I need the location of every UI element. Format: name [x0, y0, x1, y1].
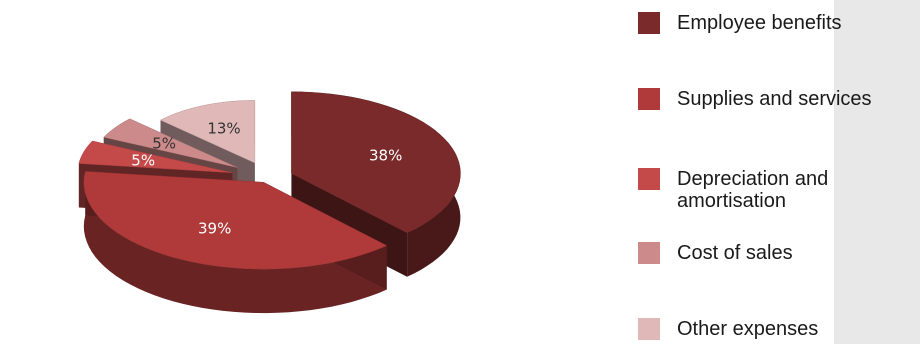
legend-item-depreciation-and-amortisation: Depreciation and amortisation	[638, 168, 877, 212]
legend-swatch	[638, 242, 660, 264]
pie-chart: 13% 5% 38% 5% 39%	[78, 91, 461, 314]
legend-item-supplies-and-services: Supplies and services	[638, 88, 907, 110]
legend-label: Employee benefits	[677, 12, 842, 34]
pie-slice-supplies-and-services	[83, 171, 388, 314]
legend-swatch	[638, 168, 660, 190]
pie-slice-side	[83, 171, 387, 314]
legend-swatch	[638, 88, 660, 110]
legend-label: Depreciation and amortisation	[677, 168, 829, 212]
data-label-depreciation-and-amortisation: 5%	[131, 151, 155, 169]
legend-item-other-expenses: Other expenses	[638, 318, 907, 340]
pie-slice-top	[78, 140, 233, 174]
legend-swatch	[638, 12, 660, 34]
pie-slice-top	[159, 100, 256, 164]
pie-slice-employee-benefits	[291, 91, 461, 277]
legend-label: Other expenses	[677, 318, 819, 340]
data-label-cost-of-sales: 5%	[152, 135, 176, 153]
data-label-supplies-and-services: 39%	[198, 220, 231, 238]
pie-slice-top	[83, 171, 388, 270]
pie-slice-top	[103, 118, 238, 168]
labels-group: 13% 5% 38% 5% 39%	[131, 119, 402, 237]
legend-item-cost-of-sales: Cost of sales	[638, 242, 907, 264]
legend-label: Cost of sales	[677, 242, 793, 264]
data-label-employee-benefits: 38%	[369, 146, 402, 164]
legend-item-employee-benefits: Employee benefits	[638, 12, 907, 34]
data-label-other-expenses: 13%	[207, 119, 240, 137]
background-strip	[834, 0, 920, 344]
pie-slice-top	[291, 91, 461, 234]
slices-group	[78, 91, 461, 314]
legend: Employee benefits Supplies and services …	[638, 0, 920, 344]
legend-swatch	[638, 318, 660, 340]
legend-label: Supplies and services	[677, 88, 872, 110]
